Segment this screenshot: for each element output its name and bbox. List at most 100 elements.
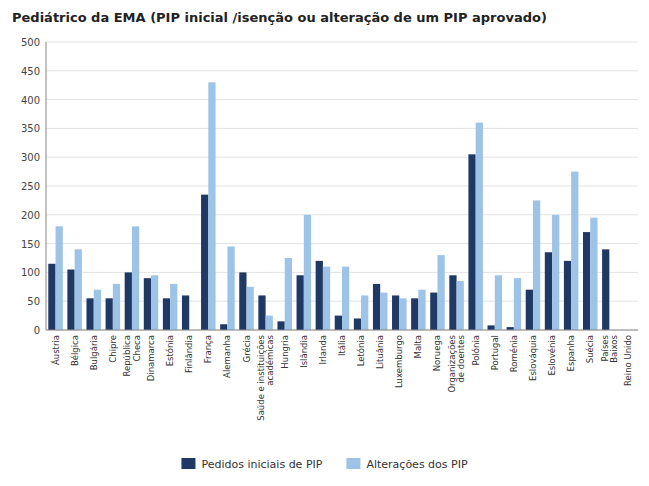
x-tick-label: Islândia [299,335,309,368]
grid-line [46,99,638,100]
bar [132,226,139,330]
x-tick-label: Itália [337,335,347,356]
x-tick-label: Grécia [242,335,252,362]
grid-line [46,42,638,43]
y-tick-label: 100 [21,267,40,278]
y-tick-label: 0 [34,325,40,336]
x-tick-label: Suécia [585,335,595,363]
bar [304,215,311,330]
chart-container: Pediátrico da EMA (PIP inicial /isenção … [0,0,649,486]
grid-line [46,128,638,129]
bar [476,123,483,330]
x-tick-label: Bulgária [89,335,99,370]
bar [277,321,284,330]
bar [380,293,387,330]
x-tick-label: Malta [413,335,423,358]
bar [208,82,215,330]
bar [220,324,227,330]
bar [151,275,158,330]
y-tick-label: 500 [21,37,40,48]
bar [113,284,120,330]
legend-label: Alterações dos PIP [366,458,468,471]
bar [533,200,540,330]
x-tick-label: Finlândia [184,335,194,373]
bar [297,275,304,330]
y-tick-label: 50 [27,296,40,307]
bar [182,295,189,330]
bar [449,275,456,330]
bar [545,252,552,330]
x-tick-label: Noruega [432,335,442,371]
grid-line [46,186,638,187]
x-tick-label: Chipre [108,335,118,363]
title: Pediátrico da EMA (PIP inicial /isenção … [12,10,547,25]
x-tick-label: Portugal [490,335,500,370]
y-tick-label: 350 [21,123,40,134]
bar [342,267,349,330]
bar [201,195,208,330]
legend: Pedidos iniciais de PIP Alterações dos PI… [181,458,467,471]
x-tick-label: França [203,335,213,363]
bar [571,172,578,330]
bar [590,218,597,330]
x-tick-label: Eslovénia [547,335,557,376]
grid-line [46,330,638,331]
bar [94,290,101,330]
x-axis [46,330,638,331]
y-axis [46,42,47,330]
bar [285,258,292,330]
bar [48,264,55,330]
legend-swatch [346,458,360,469]
bar [266,316,273,330]
grid-line [46,214,638,215]
y-tick-label: 250 [21,181,40,192]
bar [258,295,265,330]
bar [323,267,330,330]
bar [552,215,559,330]
bar [583,232,590,330]
x-tick-label: Bélgica [70,335,80,366]
x-tick-label: Eslováquia [528,335,538,381]
bar [411,298,418,330]
x-tick-label: Reino Unido [623,335,633,386]
bar [514,278,521,330]
x-tick-label: RepúblicaCheca [122,335,142,377]
legend-label: Pedidos iniciais de PIP [201,458,322,471]
x-tick-label: Hungria [280,335,290,369]
legend-swatch [181,458,195,469]
x-tick-label: Polónia [471,335,481,366]
bar [602,249,609,330]
bar [86,298,93,330]
bar [75,249,82,330]
bar [392,295,399,330]
x-tick-label: Roménia [509,335,519,372]
x-tick-label: Espanha [566,335,576,371]
x-tick-label: Luxemburgo [394,335,404,388]
y-tick-label: 400 [21,95,40,106]
bar [144,278,151,330]
chart: Pediátrico da EMA (PIP inicial /isenção … [0,0,649,486]
y-tick-label: 450 [21,66,40,77]
x-tick-label: PaísesBaixos [600,334,620,362]
bar [163,298,170,330]
bar [526,290,533,330]
x-tick-label: Organizaçõesde doentes [447,334,467,392]
bar [247,287,254,330]
bar [399,298,406,330]
bar [316,261,323,330]
bar [468,154,475,330]
x-tick-label: Letónia [356,335,366,366]
bar [67,270,74,330]
y-tick-label: 200 [21,210,40,221]
bar [335,316,342,330]
bar [106,298,113,330]
bar [227,246,234,330]
x-tick-label: Alemanha [222,335,232,378]
bar [418,290,425,330]
x-tick-label: Áustria [50,335,61,365]
bar [239,272,246,330]
bar [457,281,464,330]
bars [48,82,609,330]
bar [170,284,177,330]
bar [125,272,132,330]
